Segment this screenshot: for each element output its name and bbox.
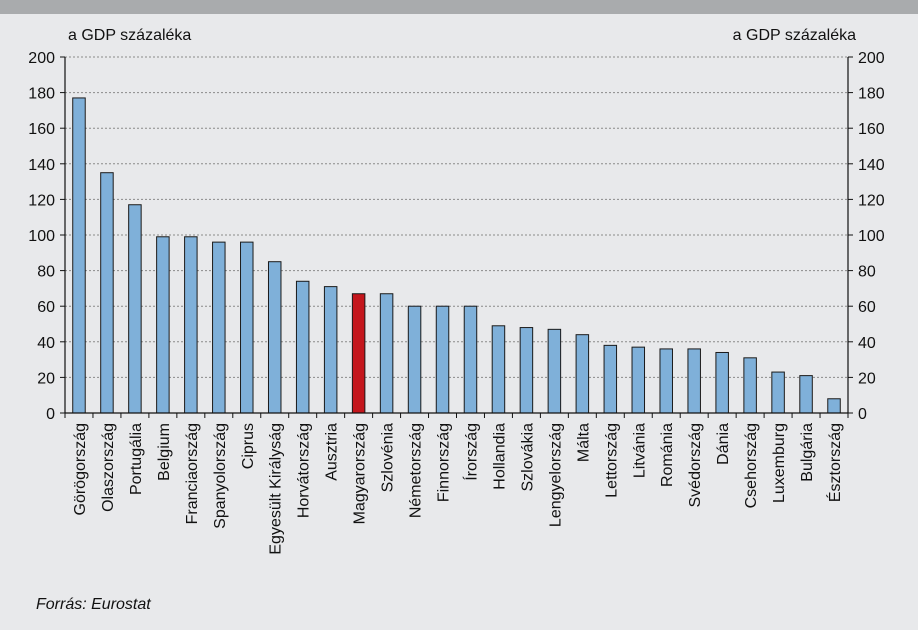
bar-görögország [72,97,86,414]
chart-panel: a GDP százaléka a GDP százaléka 0 0 20 20 40… [0,14,918,630]
bar-dánia [715,351,729,414]
bar-szlovénia [379,293,394,414]
category-label: Horvátország [296,423,313,518]
category-label: Luxemburg [771,423,788,503]
bar-egyesült-királyság [267,261,282,414]
bar-finnország [435,305,450,414]
category-label: Egyesült Királyság [268,423,285,555]
category-label: Magyarország [352,423,369,524]
axes [60,56,853,418]
left-tick-label: 160 [28,121,55,138]
source-note: Forrás: Eurostat [36,596,151,613]
bar-málta [575,334,590,414]
right-tick-label: 120 [858,192,885,209]
bar-lettország [603,344,618,414]
right-tick-label: 20 [858,370,876,387]
bar-horvátország [295,280,310,414]
gridlines [65,56,848,378]
left-tick-label: 80 [37,264,55,281]
category-label: Ausztria [324,423,341,481]
category-labels: Görögország Olaszország Portugália Belgium F… [72,423,844,555]
category-label: Ciprus [240,423,257,469]
right-tick-label: 0 [858,406,867,423]
category-label: Franciaország [184,423,201,524]
bar-chart: a GDP százaléka a GDP százaléka 0 0 20 20 40… [28,27,885,555]
category-label: Szlovákia [519,423,536,492]
bar-ausztria [323,286,338,414]
category-label: Hollandia [491,423,508,490]
category-label: Írország [461,423,480,481]
right-tick-label: 200 [858,50,885,67]
bar-ciprus [240,241,254,414]
bar-svédország [687,348,701,414]
left-tick-label: 140 [28,157,55,174]
right-tick-label: 40 [858,335,876,352]
right-tick-label: 60 [858,299,876,316]
left-axis-unit-label: a GDP százaléka [68,27,191,44]
bar-észtország [827,398,841,414]
right-tick-label: 160 [858,121,885,138]
category-label: Bulgária [799,423,816,482]
category-label: Szlovénia [380,423,397,492]
bar-litvánia [631,346,646,414]
category-label: Görögország [72,423,89,516]
bar-belgium [156,236,170,414]
bar-szlovákia [519,327,534,414]
category-label: Finnország [436,423,453,502]
category-label: Lengyelország [547,423,564,527]
right-tick-label: 100 [858,228,885,245]
category-label: Dánia [715,423,732,465]
left-tick-label: 20 [37,370,55,387]
bar-magyarország [351,293,366,414]
category-label: Málta [575,423,592,462]
left-tick-label: 60 [37,299,55,316]
bar-olaszország [100,172,114,414]
left-tick-label: 100 [28,228,55,245]
category-label: Olaszország [100,423,117,512]
bar-lengyelország [547,328,562,414]
bar-portugália [128,204,142,414]
left-tick-label: 200 [28,50,55,67]
bar-írország [463,305,478,414]
right-tick-label: 80 [858,264,876,281]
bar-bulgária [799,375,813,414]
category-label: Csehország [743,423,760,508]
category-label: Spanyolország [212,423,229,529]
left-tick-label: 40 [37,335,55,352]
right-tick-label: 180 [858,86,885,103]
bar-franciaország [184,236,198,414]
right-axis-unit-label: a GDP százaléka [733,27,856,44]
category-label: Lettország [603,423,620,498]
bar-luxemburg [771,371,785,414]
top-bar [0,0,918,14]
category-label: Románia [659,423,676,487]
bar-spanyolország [212,241,226,414]
category-label: Németország [408,423,425,518]
right-tick-label: 140 [858,157,885,174]
tick-labels: 0 0 20 20 40 40 60 60 80 80 100 100 120 120 140 140 160 1… [28,50,885,423]
bar-hollandia [491,325,506,414]
bars [72,97,841,414]
bar-románia [659,348,673,414]
category-label: Belgium [156,423,173,481]
left-tick-label: 120 [28,192,55,209]
category-label: Portugália [128,423,145,495]
left-tick-label: 0 [46,406,55,423]
category-label: Észtország [825,423,844,502]
category-label: Litvánia [631,423,648,478]
bar-csehország [743,357,757,414]
category-label: Svédország [687,423,704,508]
bar-németország [407,305,422,414]
left-tick-label: 180 [28,86,55,103]
